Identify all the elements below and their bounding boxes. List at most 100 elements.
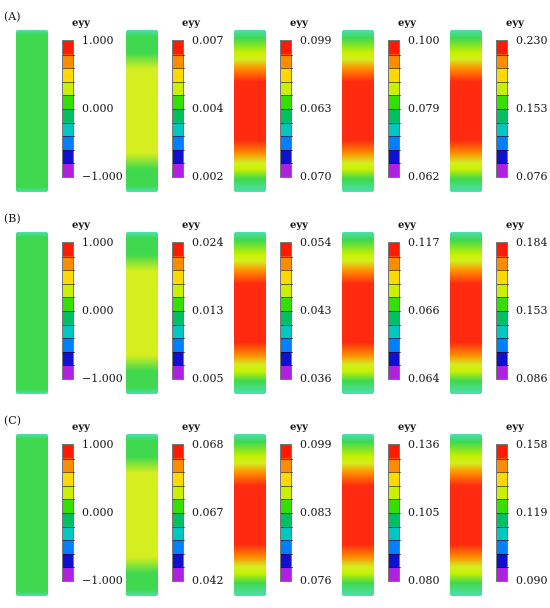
colorbar-tick-label: 0.099 (300, 438, 332, 451)
colorbar-segment-divider (389, 499, 401, 501)
colorbar-segment-divider (281, 163, 293, 165)
colorbar-segment-divider (173, 485, 185, 487)
colorbar-segment-divider (497, 458, 509, 460)
colorbar-segment-divider (173, 338, 185, 340)
colorbar-segment-divider (281, 283, 293, 285)
colorbar-segment-divider (281, 122, 293, 124)
legend-title: eyy (290, 220, 308, 231)
colorbar-tick-label: 0.000 (82, 506, 114, 519)
colorbar (62, 40, 75, 178)
colorbar (388, 444, 401, 582)
colorbar-segment-divider (63, 526, 75, 528)
colorbar-tick-label: 0.066 (408, 304, 440, 317)
colorbar-segment-divider (281, 54, 293, 56)
colorbar-segment-divider (389, 540, 401, 542)
colorbar-segment-divider (63, 365, 75, 367)
colorbar-tick-label: 0.002 (192, 170, 224, 183)
colorbar-segment-divider (389, 485, 401, 487)
legend-title: eyy (398, 18, 416, 29)
colorbar-segment-divider (281, 149, 293, 151)
specimen-contour (342, 232, 374, 394)
colorbar-tick-label: 1.000 (82, 236, 114, 249)
colorbar-segment-divider (173, 526, 185, 528)
colorbar-tick-label: 0.117 (408, 236, 440, 249)
colorbar-tick-label: 0.013 (192, 304, 224, 317)
colorbar-segment-divider (389, 324, 401, 326)
colorbar-segment-divider (173, 365, 185, 367)
colorbar-tick-label: 0.004 (192, 102, 224, 115)
colorbar-segment-divider (63, 136, 75, 138)
colorbar-segment-divider (281, 136, 293, 138)
colorbar-tick-label: −1.000 (82, 574, 123, 587)
colorbar-tick-label: 0.063 (300, 102, 332, 115)
colorbar-tick-label: 0.079 (408, 102, 440, 115)
legend-title: eyy (506, 220, 524, 231)
colorbar (280, 444, 293, 582)
colorbar-segment-divider (173, 513, 185, 514)
colorbar-segment-divider (389, 338, 401, 340)
colorbar-segment-divider (173, 472, 185, 474)
colorbar-tick-label: −1.000 (82, 372, 123, 385)
specimen-contour (16, 30, 48, 192)
colorbar-segment-divider (173, 540, 185, 542)
colorbar-segment-divider (63, 163, 75, 165)
legend-title: eyy (182, 422, 200, 433)
colorbar-segment-divider (389, 297, 401, 299)
strain-panel: eyy 0.068 0.067 0.042 (126, 408, 230, 608)
colorbar-tick-label: 0.158 (516, 438, 548, 451)
colorbar-segment-divider (173, 351, 185, 353)
colorbar-tick-label: 0.036 (300, 372, 332, 385)
colorbar-segment-divider (281, 297, 293, 299)
colorbar-segment-divider (389, 311, 401, 312)
colorbar-tick-label: 0.076 (516, 170, 548, 183)
colorbar-segment-divider (281, 567, 293, 569)
colorbar-segment-divider (281, 270, 293, 272)
strain-panel: eyy 1.000 0.000 −1.000 (16, 4, 123, 204)
legend-title: eyy (506, 18, 524, 29)
row-label: (A) (4, 10, 21, 23)
colorbar-segment-divider (389, 95, 401, 97)
specimen-contour (126, 30, 158, 192)
colorbar-segment-divider (63, 485, 75, 487)
colorbar-segment-divider (497, 109, 509, 110)
colorbar-segment-divider (497, 365, 509, 367)
colorbar-segment-divider (497, 68, 509, 70)
strain-panel: eyy 0.024 0.013 0.005 (126, 206, 230, 406)
legend-title: eyy (72, 422, 90, 433)
colorbar (62, 444, 75, 582)
strain-panel: eyy 0.136 0.105 0.080 (342, 408, 446, 608)
colorbar (496, 444, 509, 582)
colorbar-segment-divider (389, 526, 401, 528)
row-label: (B) (4, 212, 21, 225)
colorbar-segment-divider (389, 81, 401, 83)
colorbar-segment-divider (63, 297, 75, 299)
colorbar-segment-divider (389, 365, 401, 367)
colorbar-segment-divider (173, 458, 185, 460)
colorbar-segment-divider (63, 338, 75, 340)
colorbar-segment-divider (63, 472, 75, 474)
colorbar-segment-divider (497, 485, 509, 487)
strain-panel: eyy 0.230 0.153 0.076 (450, 4, 550, 204)
colorbar (280, 242, 293, 380)
colorbar-segment-divider (389, 256, 401, 258)
colorbar-segment-divider (281, 324, 293, 326)
strain-panel: eyy 0.099 0.083 0.076 (234, 408, 338, 608)
colorbar-tick-label: 0.086 (516, 372, 548, 385)
legend-title: eyy (290, 18, 308, 29)
colorbar-tick-label: 1.000 (82, 34, 114, 47)
colorbar-segment-divider (63, 499, 75, 501)
colorbar-segment-divider (497, 553, 509, 555)
colorbar (172, 444, 185, 582)
specimen-contour (126, 434, 158, 596)
colorbar-segment-divider (281, 365, 293, 367)
colorbar-segment-divider (173, 68, 185, 70)
colorbar-segment-divider (63, 256, 75, 258)
colorbar-segment-divider (497, 283, 509, 285)
colorbar-segment-divider (173, 283, 185, 285)
colorbar-segment-divider (63, 540, 75, 542)
colorbar-segment-divider (281, 81, 293, 83)
colorbar-segment-divider (281, 256, 293, 258)
specimen-contour (450, 232, 482, 394)
strain-panel: eyy 0.100 0.079 0.062 (342, 4, 446, 204)
colorbar-segment-divider (173, 95, 185, 97)
